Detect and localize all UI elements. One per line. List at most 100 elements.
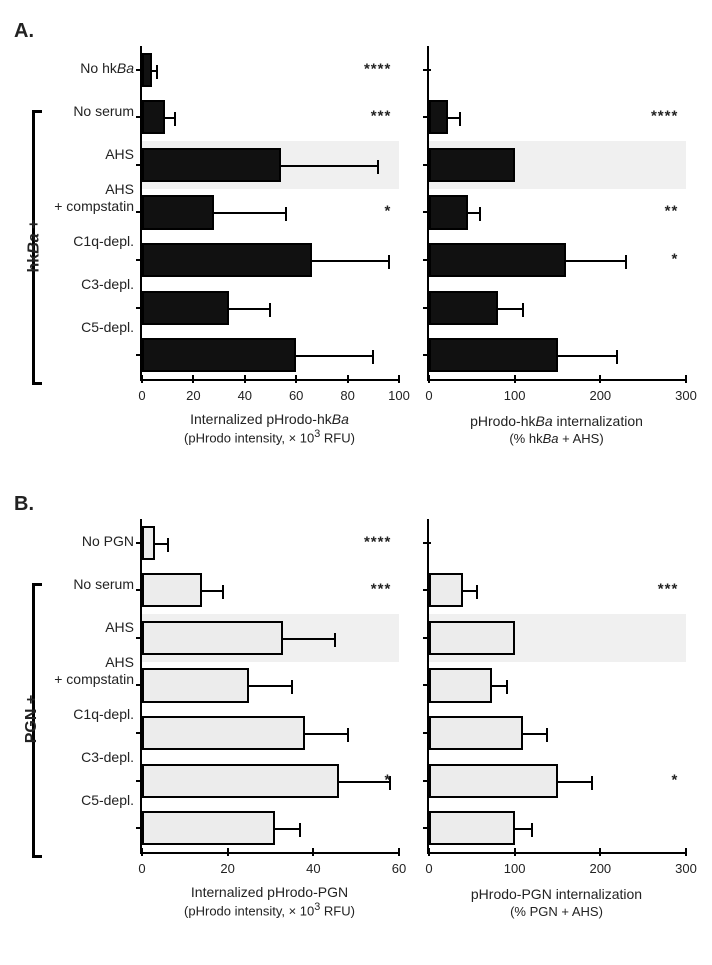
panel-letter: B. bbox=[14, 493, 34, 516]
error-bar bbox=[448, 117, 460, 119]
bar bbox=[142, 291, 229, 325]
plot-area: No PGNNo serumAHSAHS+ compstatinC1q-depl… bbox=[140, 519, 399, 854]
charts-row: No PGNNo serumAHSAHS+ compstatinC1q-depl… bbox=[140, 519, 686, 884]
x-tick-label: 0 bbox=[138, 388, 145, 403]
bar bbox=[429, 291, 498, 325]
y-axis-label: C5-depl. bbox=[81, 319, 134, 335]
figure: A.hkBa +No hkBaNo serumAHSAHS+ compstati… bbox=[0, 0, 712, 965]
y-axis-label: C1q-depl. bbox=[73, 706, 134, 722]
x-tick-label: 200 bbox=[589, 388, 611, 403]
error-bar bbox=[312, 260, 389, 262]
significance-marker: ** bbox=[665, 203, 679, 220]
x-axis-label: pHrodo-PGN internalization(% PGN + AHS) bbox=[427, 886, 686, 920]
panel-letter: A. bbox=[14, 20, 34, 43]
y-axis-label: C3-depl. bbox=[81, 276, 134, 292]
error-bar bbox=[214, 212, 286, 214]
chart-right: ****0100200300pHrodo-PGN internalization… bbox=[427, 519, 686, 884]
bar bbox=[142, 668, 249, 702]
x-tick-label: 80 bbox=[340, 388, 354, 403]
significance-marker: * bbox=[384, 771, 391, 788]
error-bar bbox=[468, 212, 480, 214]
bar bbox=[429, 243, 566, 277]
x-tick-label: 100 bbox=[388, 388, 410, 403]
y-axis-label: C1q-depl. bbox=[73, 233, 134, 249]
significance-marker: **** bbox=[364, 533, 391, 550]
error-bar bbox=[498, 308, 524, 310]
error-bar bbox=[165, 117, 175, 119]
y-axis-labels: No hkBaNo serumAHSAHS+ compstatinC1q-dep… bbox=[10, 46, 140, 349]
panel-B: B.PGN +No PGNNo serumAHSAHS+ compstatinC… bbox=[10, 491, 702, 946]
x-axis-label: pHrodo-hkBa internalization(% hkBa + AHS… bbox=[427, 413, 686, 447]
x-tick-label: 0 bbox=[138, 861, 145, 876]
bar bbox=[429, 338, 558, 372]
y-axis-label: No serum bbox=[73, 103, 134, 119]
bar bbox=[429, 811, 515, 845]
significance-marker: *** bbox=[371, 108, 392, 125]
plot-area: *******0100200300 bbox=[427, 46, 686, 381]
error-bar bbox=[305, 733, 348, 735]
y-axis-label: No PGN bbox=[82, 533, 134, 549]
y-axis-label: AHS+ compstatin bbox=[54, 654, 134, 686]
bar bbox=[429, 100, 448, 134]
y-axis-label: AHS bbox=[105, 146, 134, 162]
x-tick-label: 100 bbox=[504, 861, 526, 876]
error-bar bbox=[296, 355, 373, 357]
x-tick-label: 20 bbox=[220, 861, 234, 876]
x-axis-label: Internalized pHrodo-hkBa(pHrodo intensit… bbox=[140, 411, 399, 447]
x-tick-label: 40 bbox=[306, 861, 320, 876]
error-bar bbox=[202, 590, 223, 592]
x-tick-label: 200 bbox=[589, 861, 611, 876]
error-bar bbox=[558, 781, 592, 783]
y-axis-label: No hkBa bbox=[80, 60, 134, 76]
bar bbox=[429, 764, 558, 798]
x-tick-label: 0 bbox=[425, 861, 432, 876]
error-bar bbox=[155, 543, 168, 545]
error-bar bbox=[152, 70, 157, 72]
panel-A: A.hkBa +No hkBaNo serumAHSAHS+ compstati… bbox=[10, 18, 702, 473]
bar bbox=[429, 668, 492, 702]
error-bar bbox=[566, 260, 626, 262]
significance-marker: *** bbox=[371, 581, 392, 598]
x-tick-label: 60 bbox=[392, 861, 406, 876]
bar bbox=[429, 148, 515, 182]
x-axis-label: Internalized pHrodo-PGN(pHrodo intensity… bbox=[140, 884, 399, 920]
error-bar bbox=[339, 781, 390, 783]
error-bar bbox=[275, 828, 301, 830]
bar bbox=[142, 716, 305, 750]
x-tick-label: 40 bbox=[238, 388, 252, 403]
bar bbox=[142, 764, 339, 798]
bar bbox=[142, 195, 214, 229]
chart-right: *******0100200300pHrodo-hkBa internaliza… bbox=[427, 46, 686, 411]
error-bar bbox=[558, 355, 618, 357]
x-tick-label: 100 bbox=[504, 388, 526, 403]
chart-left: No PGNNo serumAHSAHS+ compstatinC1q-depl… bbox=[140, 519, 399, 884]
significance-marker: * bbox=[671, 771, 678, 788]
plot-area: No hkBaNo serumAHSAHS+ compstatinC1q-dep… bbox=[140, 46, 399, 381]
bar bbox=[429, 716, 523, 750]
error-bar bbox=[515, 828, 532, 830]
significance-marker: * bbox=[384, 203, 391, 220]
bar bbox=[429, 621, 515, 655]
plot-area: ****0100200300 bbox=[427, 519, 686, 854]
x-tick-label: 20 bbox=[186, 388, 200, 403]
x-tick-label: 60 bbox=[289, 388, 303, 403]
significance-marker: *** bbox=[658, 581, 679, 598]
y-axis-label: C3-depl. bbox=[81, 749, 134, 765]
x-tick-label: 300 bbox=[675, 388, 697, 403]
bar bbox=[429, 195, 468, 229]
error-bar bbox=[463, 590, 477, 592]
error-bar bbox=[281, 165, 379, 167]
bar bbox=[142, 526, 155, 560]
bar bbox=[142, 338, 296, 372]
significance-marker: **** bbox=[651, 108, 678, 125]
y-axis-label: C5-depl. bbox=[81, 792, 134, 808]
charts-row: No hkBaNo serumAHSAHS+ compstatinC1q-dep… bbox=[140, 46, 686, 411]
chart-left: No hkBaNo serumAHSAHS+ compstatinC1q-dep… bbox=[140, 46, 399, 411]
bar bbox=[142, 53, 152, 87]
error-bar bbox=[249, 685, 292, 687]
bar bbox=[142, 811, 275, 845]
bar bbox=[142, 148, 281, 182]
bar bbox=[142, 573, 202, 607]
error-bar bbox=[283, 638, 334, 640]
error-bar bbox=[492, 685, 507, 687]
